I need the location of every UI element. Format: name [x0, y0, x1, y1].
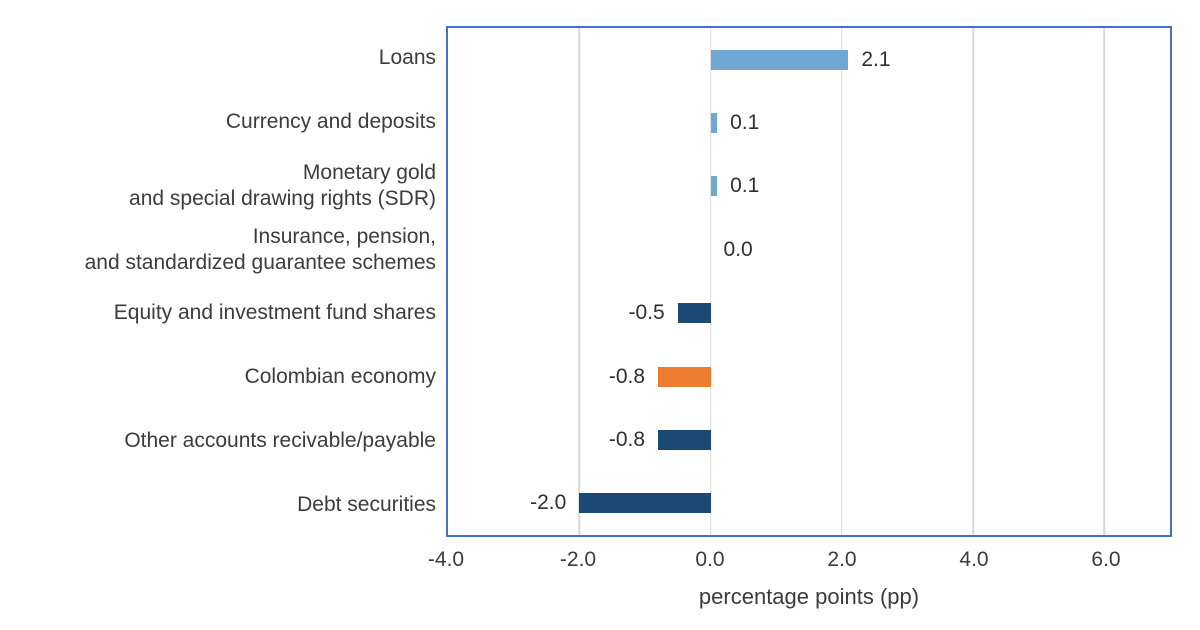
- bar-value-label: -0.8: [608, 427, 646, 451]
- x-tick-label: 4.0: [959, 548, 989, 571]
- bar-row: 2.1: [448, 28, 1170, 91]
- bar-row: 0.1: [448, 91, 1170, 154]
- bar: [710, 176, 718, 197]
- plot-area: 2.1 0.1 0.1 0.0 -0.5 -0.8 -0.8 -2.0: [446, 26, 1172, 537]
- category-label: Equity and investment fund shares: [0, 282, 436, 346]
- x-tick-label: -4.0: [427, 548, 465, 571]
- bar-value-label: -2.0: [530, 491, 567, 515]
- x-tick-label: 2.0: [827, 548, 857, 571]
- bar-value-label: 0.1: [730, 174, 760, 198]
- gridline: [709, 28, 712, 535]
- category-label: Colombian economy: [0, 345, 436, 409]
- gridline: [841, 28, 843, 535]
- category-label-line: Loans: [378, 45, 436, 69]
- category-label-line: Insurance, pension,: [252, 224, 436, 248]
- bar-value-label: -0.5: [628, 301, 665, 325]
- x-axis-ticks: -4.0 -2.0 0.0 2.0 4.0 6.0: [428, 548, 1172, 576]
- bar-row: -0.8: [448, 345, 1170, 408]
- bar-row: -0.8: [448, 408, 1170, 471]
- bar-value-label: -0.8: [608, 364, 646, 388]
- bar: [710, 113, 718, 134]
- x-tick-label: -2.0: [559, 548, 597, 571]
- category-label: Currency and deposits: [0, 90, 436, 154]
- category-label-line: and special drawing rights (SDR): [129, 186, 436, 210]
- category-label-line: Other accounts recivable/payable: [124, 429, 436, 453]
- category-label: Insurance, pension, and standardized guar…: [0, 218, 436, 282]
- gridline: [1103, 28, 1106, 535]
- bar-row: 0.1: [448, 155, 1170, 218]
- x-tick-label: 0.0: [695, 548, 725, 571]
- bar-value-label: 2.1: [861, 47, 891, 71]
- bar: [677, 303, 711, 324]
- bar: [658, 366, 711, 387]
- bar-row: -2.0: [448, 472, 1170, 535]
- x-tick-label: 6.0: [1091, 548, 1121, 571]
- bar-row: -0.5: [448, 282, 1170, 345]
- category-labels: Loans Currency and deposits Monetary gold a…: [0, 26, 436, 537]
- category-label: Other accounts recivable/payable: [0, 409, 436, 473]
- bar: [710, 49, 849, 70]
- category-label-line: Monetary gold: [302, 160, 436, 184]
- category-label: Debt securities: [0, 473, 436, 537]
- category-label: Monetary gold and special drawing rights …: [0, 154, 436, 218]
- bar-value-label: 0.0: [723, 237, 753, 261]
- category-label-line: Equity and investment fund shares: [113, 301, 436, 325]
- bar-row: 0.0: [448, 218, 1170, 281]
- category-label: Loans: [0, 26, 436, 90]
- category-label-line: and standardized guarantee schemes: [84, 250, 436, 274]
- category-label-line: Colombian economy: [244, 365, 436, 389]
- bar: [579, 493, 711, 514]
- gridline: [972, 28, 974, 535]
- category-label-line: Currency and deposits: [225, 109, 436, 133]
- x-axis-title: percentage points (pp): [698, 584, 920, 609]
- bar-value-label: 0.1: [730, 111, 760, 135]
- gridline: [578, 28, 581, 535]
- category-label-line: Debt securities: [297, 493, 436, 517]
- bar: [658, 429, 711, 450]
